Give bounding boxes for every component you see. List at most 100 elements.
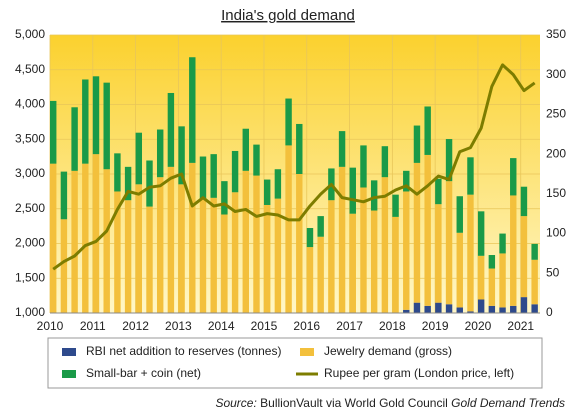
bar-segment: [114, 153, 121, 192]
bar-segment: [306, 228, 314, 248]
bar-segment: [71, 170, 78, 313]
bar-segment: [510, 305, 517, 313]
bar-segment: [467, 194, 474, 312]
bar-segment: [124, 166, 132, 201]
bar-segment: [210, 154, 217, 198]
bar-segment: [178, 184, 185, 313]
x-tick-label: 2018: [379, 319, 406, 333]
bar-segment: [82, 79, 89, 164]
legend-box: [47, 337, 543, 389]
bar-segment: [285, 145, 292, 313]
bar-segment: [296, 123, 303, 174]
x-tick-label: 2013: [165, 319, 192, 333]
legend-label: Rupee per gram (London price, left): [324, 366, 514, 380]
bar-segment: [199, 198, 207, 313]
bar-segment: [253, 144, 260, 176]
bar-segment: [92, 76, 100, 155]
source: Source: BullionVault via World Gold Coun…: [215, 396, 565, 410]
y2-tick-label: 150: [546, 186, 566, 200]
bar-segment: [338, 131, 346, 167]
bar-segment: [285, 98, 292, 146]
y-tick-label: 3,500: [15, 131, 45, 145]
bar-segment: [317, 216, 324, 237]
bar-segment: [488, 255, 496, 269]
legend-swatch: [300, 348, 314, 356]
bar-segment: [403, 191, 410, 310]
source-label: Source:: [215, 396, 256, 410]
bar-segment: [403, 309, 410, 313]
bar-segment: [71, 107, 78, 171]
bar-segment: [499, 253, 506, 308]
bar-segment: [103, 82, 110, 170]
bar-segment: [274, 169, 282, 199]
legend-label: Jewelry demand (gross): [324, 344, 452, 358]
bar-segment: [178, 126, 185, 185]
bar-segment: [338, 166, 346, 313]
bar-segment: [92, 154, 100, 313]
x-tick-label: 2011: [80, 319, 106, 333]
bar-segment: [435, 178, 442, 205]
bar-segment: [499, 233, 506, 254]
bar-segment: [467, 311, 474, 313]
bar-segment: [424, 154, 431, 306]
bar-segment: [242, 128, 249, 171]
bar-segment: [221, 214, 228, 313]
bar-segment: [477, 255, 485, 300]
bar-segment: [253, 175, 260, 313]
bar-segment: [349, 167, 356, 214]
bar-segment: [231, 150, 239, 193]
bar-segment: [328, 200, 335, 313]
y-tick-label: 4,500: [15, 62, 45, 76]
bar-segment: [445, 304, 453, 313]
bar-segment: [520, 297, 528, 313]
bar-segment: [296, 174, 303, 313]
legend-label: Small-bar + coin (net): [86, 366, 201, 380]
bar-segment: [114, 191, 121, 313]
chart-title: India's gold demand: [221, 7, 355, 24]
bar-segment: [381, 146, 389, 178]
bar-segment: [124, 200, 132, 313]
bar-segment: [263, 204, 271, 313]
bar-segment: [156, 177, 164, 313]
bar-segment: [167, 92, 175, 167]
bar-segment: [435, 204, 442, 303]
bar-segment: [370, 180, 378, 211]
x-tick-label: 2012: [122, 319, 149, 333]
y2-tick-label: 100: [546, 226, 566, 240]
bar-segment: [199, 156, 207, 199]
x-tick-label: 2015: [251, 319, 278, 333]
y2-tick-label: 300: [546, 67, 566, 81]
bar-segment: [403, 170, 410, 192]
bar-segment: [60, 219, 68, 313]
bar-segment: [189, 57, 196, 163]
x-tick-label: 2017: [336, 319, 363, 333]
y2-tick-label: 350: [546, 27, 566, 41]
bar-segment: [424, 106, 431, 155]
bar-segment: [413, 125, 421, 163]
bar-segment: [531, 304, 538, 313]
bar-segment: [467, 157, 474, 195]
y2-tick-label: 50: [546, 265, 560, 279]
bar-segment: [231, 192, 239, 313]
bar-segment: [381, 177, 389, 313]
bar-segment: [531, 259, 538, 305]
bar-segment: [135, 132, 143, 185]
bar-segment: [317, 236, 324, 313]
y2-tick-label: 250: [546, 107, 566, 121]
bar-segment: [210, 197, 217, 313]
bar-segment: [510, 158, 517, 196]
bar-segment: [274, 198, 282, 313]
y2-tick-label: 200: [546, 146, 566, 160]
x-tick-label: 2010: [37, 319, 64, 333]
bar-segment: [50, 163, 57, 313]
bar-segment: [306, 247, 314, 313]
line-series: [52, 63, 536, 271]
bar-segment: [424, 305, 431, 313]
bar-segment: [413, 302, 421, 313]
bar-segment: [263, 179, 271, 205]
y-tick-label: 4,000: [15, 97, 45, 111]
bar-segment: [392, 194, 399, 217]
bar-segment: [456, 307, 463, 313]
bar-segment: [242, 170, 249, 313]
